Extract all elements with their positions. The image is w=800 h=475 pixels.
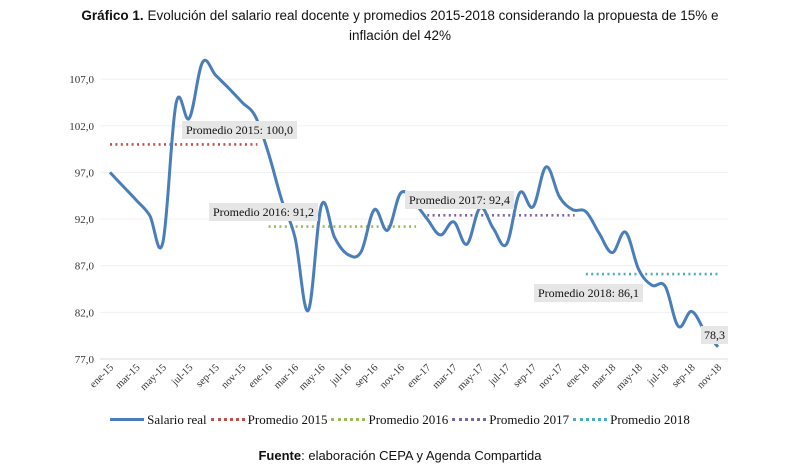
chart-title-line1: Evolución del salario real docente y pro… [143,8,719,23]
average-label-text: Promedio 2015: 100,0 [186,123,293,137]
x-tick-label: sep-18 [670,362,698,390]
legend-swatch [331,418,366,421]
y-tick-label: 92,0 [75,214,95,226]
average-label-box [534,284,643,302]
average-label-box [209,203,318,221]
legend-item: Promedio 2017 [452,412,569,428]
legend-label: Salario real [147,411,207,427]
legend-item: Salario real [110,412,207,428]
end-value-text: 78,3 [704,328,725,342]
legend-swatch [573,418,608,421]
chart-title-line2: inflación del 42% [348,28,452,43]
x-tick-label: nov-17 [537,362,566,391]
legend-swatch [110,418,145,421]
average-label-text: Promedio 2016: 91,2 [213,205,314,219]
data-labels: Promedio 2015: 100,0 Promedio 2016: 91,2 P… [182,121,728,344]
x-tick-label: ene-15 [88,362,116,390]
x-tick-label: ene-17 [405,362,433,390]
x-tick-label: may-17 [456,362,486,392]
average-lines [110,143,720,276]
y-tick-label: 77,0 [75,354,95,366]
x-tick-label: jul-17 [486,362,512,388]
chart-title: Gráfico 1. Evolución del salario real do… [0,6,800,46]
end-value-box [701,326,728,344]
x-tick-label: mar-18 [589,362,618,391]
x-tick-label: sep-16 [353,362,381,390]
x-tick-label: nov-16 [378,362,407,391]
legend-label: Promedio 2017 [489,411,570,427]
y-tick-label: 82,0 [75,307,95,319]
x-tick-label: mar-16 [272,362,301,391]
chart-title-bold: Gráfico 1. [81,8,144,23]
y-tick-label: 107,0 [69,74,94,86]
legend-item: Promedio 2015 [210,411,328,428]
legend-label: Promedio 2016 [368,411,449,427]
legend: Salario real Promedio 2015 Promedio 2016 Pr… [0,409,800,428]
x-tick-label: may-18 [614,362,644,392]
y-tick-label: 97,0 [75,167,95,179]
x-tick-label: sep-15 [194,362,222,390]
average-label-text: Promedio 2018: 86,1 [538,286,639,300]
average-label-box [405,191,514,209]
x-tick-label: nov-15 [219,362,248,391]
x-tick-label: jul-16 [328,362,354,388]
x-tick-label: jul-18 [645,362,671,388]
x-tick-label: ene-18 [564,362,592,390]
source-note: Fuente: elaboración CEPA y Agenda Compar… [0,448,800,463]
x-tick-label: mar-17 [431,362,460,391]
legend-swatch [210,418,245,421]
average-label: Promedio 2017: 92,4 [405,191,514,209]
legend-item: Promedio 2018 [573,412,690,428]
average-label-text: Promedio 2017: 92,4 [409,193,510,207]
legend-swatch [452,418,487,421]
x-tick-label: sep-17 [512,362,540,390]
y-tick-label: 102,0 [69,121,94,133]
x-tick-label: mar-15 [113,362,142,391]
average-label: Promedio 2018: 86,1 [534,284,643,302]
legend-item: Promedio 2016 [331,412,448,428]
source-label: Fuente [258,448,302,463]
end-value-label: 78,3 [701,326,728,344]
source-text: : elaboración CEPA y Agenda Compartida [301,448,542,463]
average-label: Promedio 2016: 91,2 [209,203,318,221]
x-tick-label: nov-18 [695,362,724,391]
legend-label: Promedio 2015 [247,411,328,427]
average-label: Promedio 2015: 100,0 [182,121,297,139]
x-tick-label: may-15 [139,362,169,392]
x-tick-label: may-16 [297,362,327,392]
y-axis-ticks: 77,0 82,0 87,0 92,0 97,0 102,0 107,0 [69,74,94,366]
x-tick-label: jul-15 [169,362,195,388]
average-label-box [182,121,297,139]
y-tick-label: 87,0 [75,261,95,273]
legend-label: Promedio 2018 [610,411,690,427]
x-tick-label: ene-16 [247,362,275,390]
